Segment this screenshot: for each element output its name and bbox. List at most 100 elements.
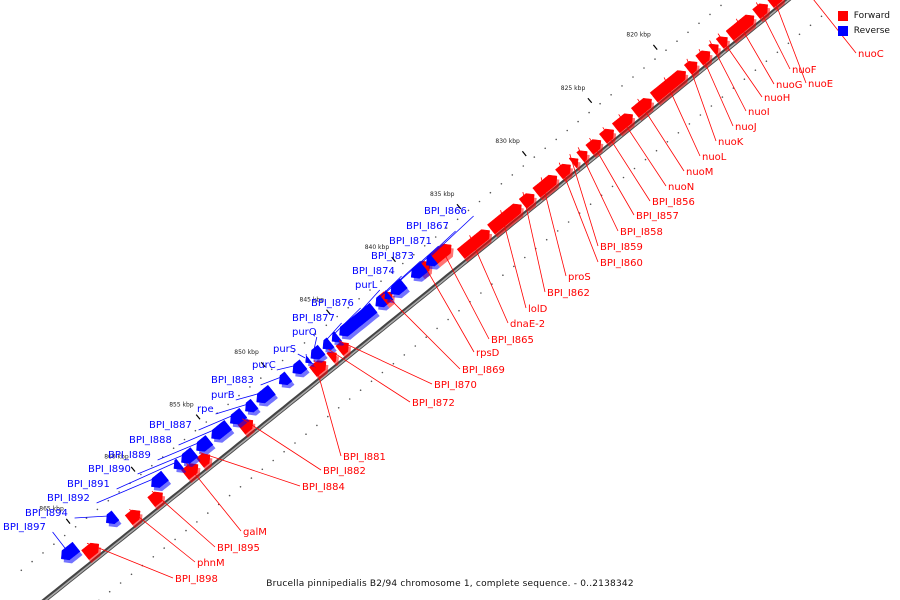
strand-dot <box>566 129 568 132</box>
strand-dot <box>227 403 229 406</box>
reverse-gene-label: BPI_I892 <box>47 493 90 504</box>
strand-dot <box>172 447 175 450</box>
strand-dot <box>31 560 33 563</box>
strand-dot <box>511 174 514 176</box>
forward-gene <box>147 491 163 508</box>
reverse-leader <box>96 477 156 504</box>
forward-leader <box>151 490 216 548</box>
forward-gene-label: BPI_I865 <box>491 335 534 346</box>
reverse-leader <box>427 215 474 260</box>
forward-leader <box>813 0 857 54</box>
forward-leader <box>735 18 775 85</box>
reverse-gene-label: BPI_I890 <box>88 464 131 475</box>
tick-label: 865 kbp <box>39 506 64 513</box>
reverse-gene-label: BPI_I883 <box>211 375 254 386</box>
strand-dot <box>588 111 590 114</box>
forward-leader <box>637 98 685 172</box>
reverse-leader <box>74 515 109 519</box>
tick-label: 835 kbp <box>430 191 455 198</box>
reverse-gene-label: BPI_I871 <box>389 236 432 247</box>
forward-gene-label: BPI_I862 <box>547 288 590 299</box>
forward-gene-label: nuoL <box>702 152 727 163</box>
strand-dot <box>589 203 592 205</box>
forward-leader <box>698 48 734 127</box>
strand-dot <box>820 15 823 18</box>
tick-mark <box>260 361 266 368</box>
strand-dot <box>754 69 757 71</box>
strand-dot <box>555 138 557 141</box>
strand-dot <box>567 221 570 223</box>
strand-dot <box>425 336 428 339</box>
strand-dot <box>456 218 459 221</box>
strand-dot <box>185 529 187 532</box>
strand-dot <box>467 209 470 212</box>
forward-leader <box>186 463 242 532</box>
gene-labels: nuoC nuoE nuoF nuoG nuoH nuoI nuoJ nuoK nuoL nuoM… <box>3 49 884 585</box>
reverse-gene <box>211 419 233 440</box>
forward-gene <box>683 61 698 75</box>
reverse-leader <box>137 453 186 475</box>
strand-dot <box>140 473 142 476</box>
strand-dot <box>348 398 351 400</box>
forward-leader <box>199 452 301 487</box>
strand-dot <box>207 512 209 514</box>
forward-gene <box>326 351 337 363</box>
forward-gene-label: BPI_I856 <box>652 197 695 208</box>
strand-dot <box>644 158 647 161</box>
strand-dot <box>721 96 724 98</box>
reverse-gene-label: BPI_I894 <box>25 508 68 519</box>
strand-dot <box>228 494 231 497</box>
strand-dot <box>436 327 438 330</box>
strand-dot <box>260 377 262 379</box>
strand-dot <box>281 359 284 362</box>
strand-dot <box>414 345 417 347</box>
strand-dot <box>74 526 77 528</box>
forward-gene-label: nuoI <box>748 107 770 118</box>
forward-gene <box>598 128 614 144</box>
reverse-gene-label: BPI_I876 <box>311 298 354 309</box>
reverse-leader <box>215 403 248 415</box>
strand-dot <box>654 58 656 60</box>
forward-leader <box>426 269 475 353</box>
strand-dot <box>327 415 329 418</box>
forward-gene-label: BPI_I881 <box>343 452 386 463</box>
forward-leader <box>558 162 599 263</box>
strand-dot <box>787 42 790 45</box>
tick-label: 820 kbp <box>626 32 651 39</box>
strand-dot <box>556 230 559 232</box>
strand-dot <box>239 486 242 488</box>
strand-dot <box>238 394 240 397</box>
reverse-gene <box>196 435 214 452</box>
strand-dot <box>294 442 296 444</box>
backbone-outline <box>41 0 792 600</box>
strand-dot <box>183 438 186 441</box>
strand-dot <box>621 85 623 87</box>
strand-dot <box>130 573 133 576</box>
tick-label: 825 kbp <box>561 85 586 92</box>
strand-dot <box>381 371 384 374</box>
reverse-gene <box>106 510 120 525</box>
strand-dot <box>611 185 614 188</box>
forward-leader <box>86 542 174 579</box>
strand-dot <box>151 464 153 467</box>
strand-dot <box>688 123 691 125</box>
strand-dot <box>666 141 669 143</box>
forward-leader <box>618 114 667 187</box>
forward-gene <box>518 193 535 209</box>
reverse-gene-label: BPI_I874 <box>352 266 395 277</box>
tick-label: 855 kbp <box>169 401 194 408</box>
reverse-gene-label: BPI_I891 <box>67 479 110 490</box>
reverse-leader <box>384 260 421 294</box>
tick-label: 830 kbp <box>495 138 520 145</box>
forward-gene-label: BPI_I869 <box>462 365 505 376</box>
reverse-gene-label: purQ <box>292 327 317 338</box>
forward-leader <box>500 210 527 309</box>
strand-dot <box>809 24 812 27</box>
legend: Forward Reverse <box>837 8 890 38</box>
tick-mark <box>65 518 71 524</box>
strand-dot <box>358 298 360 300</box>
strand-dot <box>643 67 645 69</box>
strand-dot <box>545 238 548 241</box>
forward-leader <box>773 0 807 84</box>
forward-swatch <box>837 10 848 21</box>
